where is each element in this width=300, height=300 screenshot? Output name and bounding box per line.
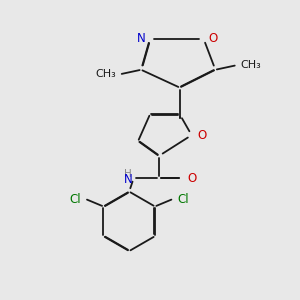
Text: N: N xyxy=(123,173,132,186)
Text: Cl: Cl xyxy=(177,193,189,206)
Text: O: O xyxy=(208,32,217,45)
Text: CH₃: CH₃ xyxy=(95,69,116,79)
Text: CH₃: CH₃ xyxy=(241,60,261,70)
Text: O: O xyxy=(187,172,196,185)
Text: O: O xyxy=(198,129,207,142)
Text: H: H xyxy=(124,169,132,179)
Text: N: N xyxy=(137,32,146,45)
Text: Cl: Cl xyxy=(70,193,81,206)
